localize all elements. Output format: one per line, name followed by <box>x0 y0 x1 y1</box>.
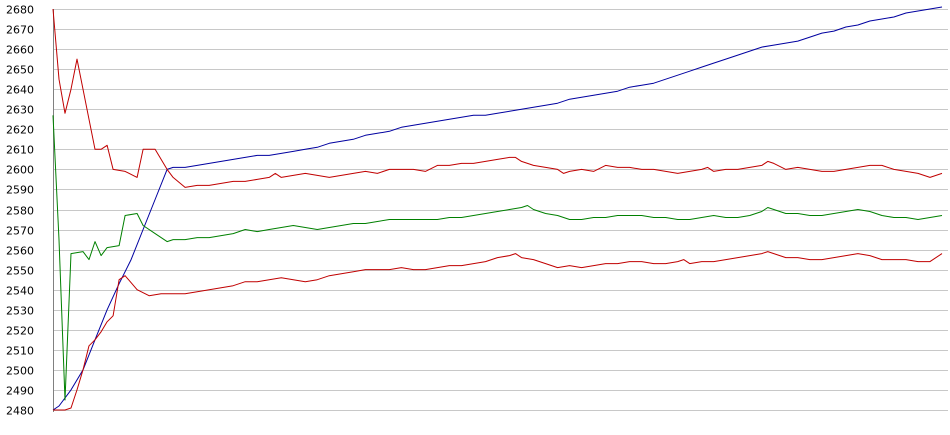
y-tick-label: 2650 <box>6 64 34 77</box>
y-tick-label: 2510 <box>6 345 34 358</box>
y-tick-label: 2560 <box>6 245 34 258</box>
y-axis-tick-labels: 2480 2490 2500 2510 2520 2530 2540 2550 2560 2570… <box>6 4 34 418</box>
y-tick-label: 2670 <box>6 24 34 37</box>
y-tick-label: 2660 <box>6 44 34 57</box>
y-tick-label: 2600 <box>6 164 34 177</box>
y-tick-label: 2500 <box>6 365 34 378</box>
y-tick-label: 2520 <box>6 325 34 338</box>
series-line-middle <box>52 115 943 401</box>
series-lines <box>52 6 943 411</box>
y-tick-label: 2620 <box>6 124 34 137</box>
y-tick-label: 2530 <box>6 305 34 318</box>
y-tick-label: 2580 <box>6 205 34 218</box>
y-tick-label: 2610 <box>6 144 34 157</box>
y-tick-label: 2550 <box>6 265 34 278</box>
y-tick-label: 2640 <box>6 84 34 97</box>
y-tick-label: 2490 <box>6 385 34 398</box>
series-line-lower <box>53 251 943 411</box>
y-tick-label: 2570 <box>6 225 34 238</box>
y-tick-label: 2540 <box>6 285 34 298</box>
y-tick-label: 2590 <box>6 184 34 197</box>
series-line-rising <box>52 6 943 411</box>
series-line-upper <box>52 8 943 188</box>
y-tick-label: 2480 <box>6 405 34 418</box>
y-tick-label: 2630 <box>6 104 34 117</box>
gridlines <box>53 9 948 411</box>
y-tick-label: 2680 <box>6 4 34 17</box>
